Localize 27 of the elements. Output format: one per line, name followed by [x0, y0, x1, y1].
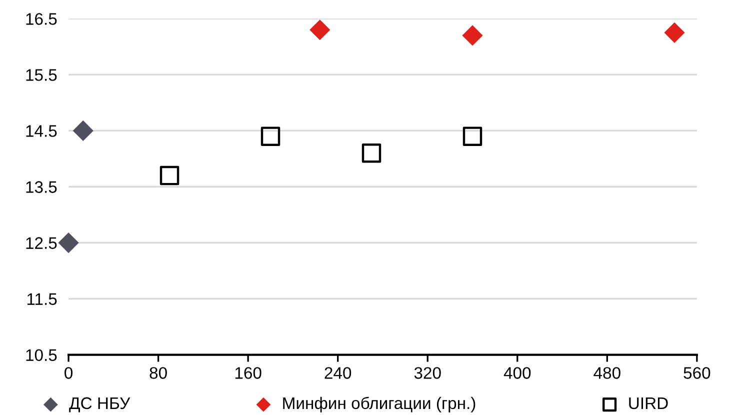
point: [260, 126, 280, 146]
legend-label: UIRD: [629, 397, 668, 410]
point: [58, 232, 79, 254]
y-tick-label: 11.5: [27, 293, 57, 306]
point: [462, 25, 483, 46]
y-tick-label: 10.5: [26, 349, 57, 362]
point: [72, 120, 94, 142]
y-tick-label: 14.5: [26, 125, 57, 137]
legend-label: Минфин облигации (грн.): [283, 396, 476, 412]
point: [160, 166, 180, 186]
x-tick-label: 160: [235, 367, 262, 379]
x-tick-label: 400: [504, 367, 531, 379]
point: [362, 144, 382, 163]
y-tick-label: 12.5: [26, 237, 57, 249]
x-tick-label: 560: [684, 367, 710, 379]
x-tick-label: 0: [64, 367, 73, 379]
y-tick-label: 15.5: [26, 69, 57, 81]
x-tick-label: 240: [324, 367, 352, 379]
y-tick-label: 13.5: [26, 181, 57, 193]
x-tick-label: 320: [414, 367, 441, 379]
x-tick-label: 480: [594, 367, 620, 379]
legend-label: ДС НБУ: [69, 397, 130, 412]
point: [310, 20, 330, 40]
y-tick-label: 16.5: [26, 13, 57, 25]
point: [664, 22, 685, 43]
point: [462, 126, 482, 146]
x-tick-label: 80: [150, 367, 167, 379]
